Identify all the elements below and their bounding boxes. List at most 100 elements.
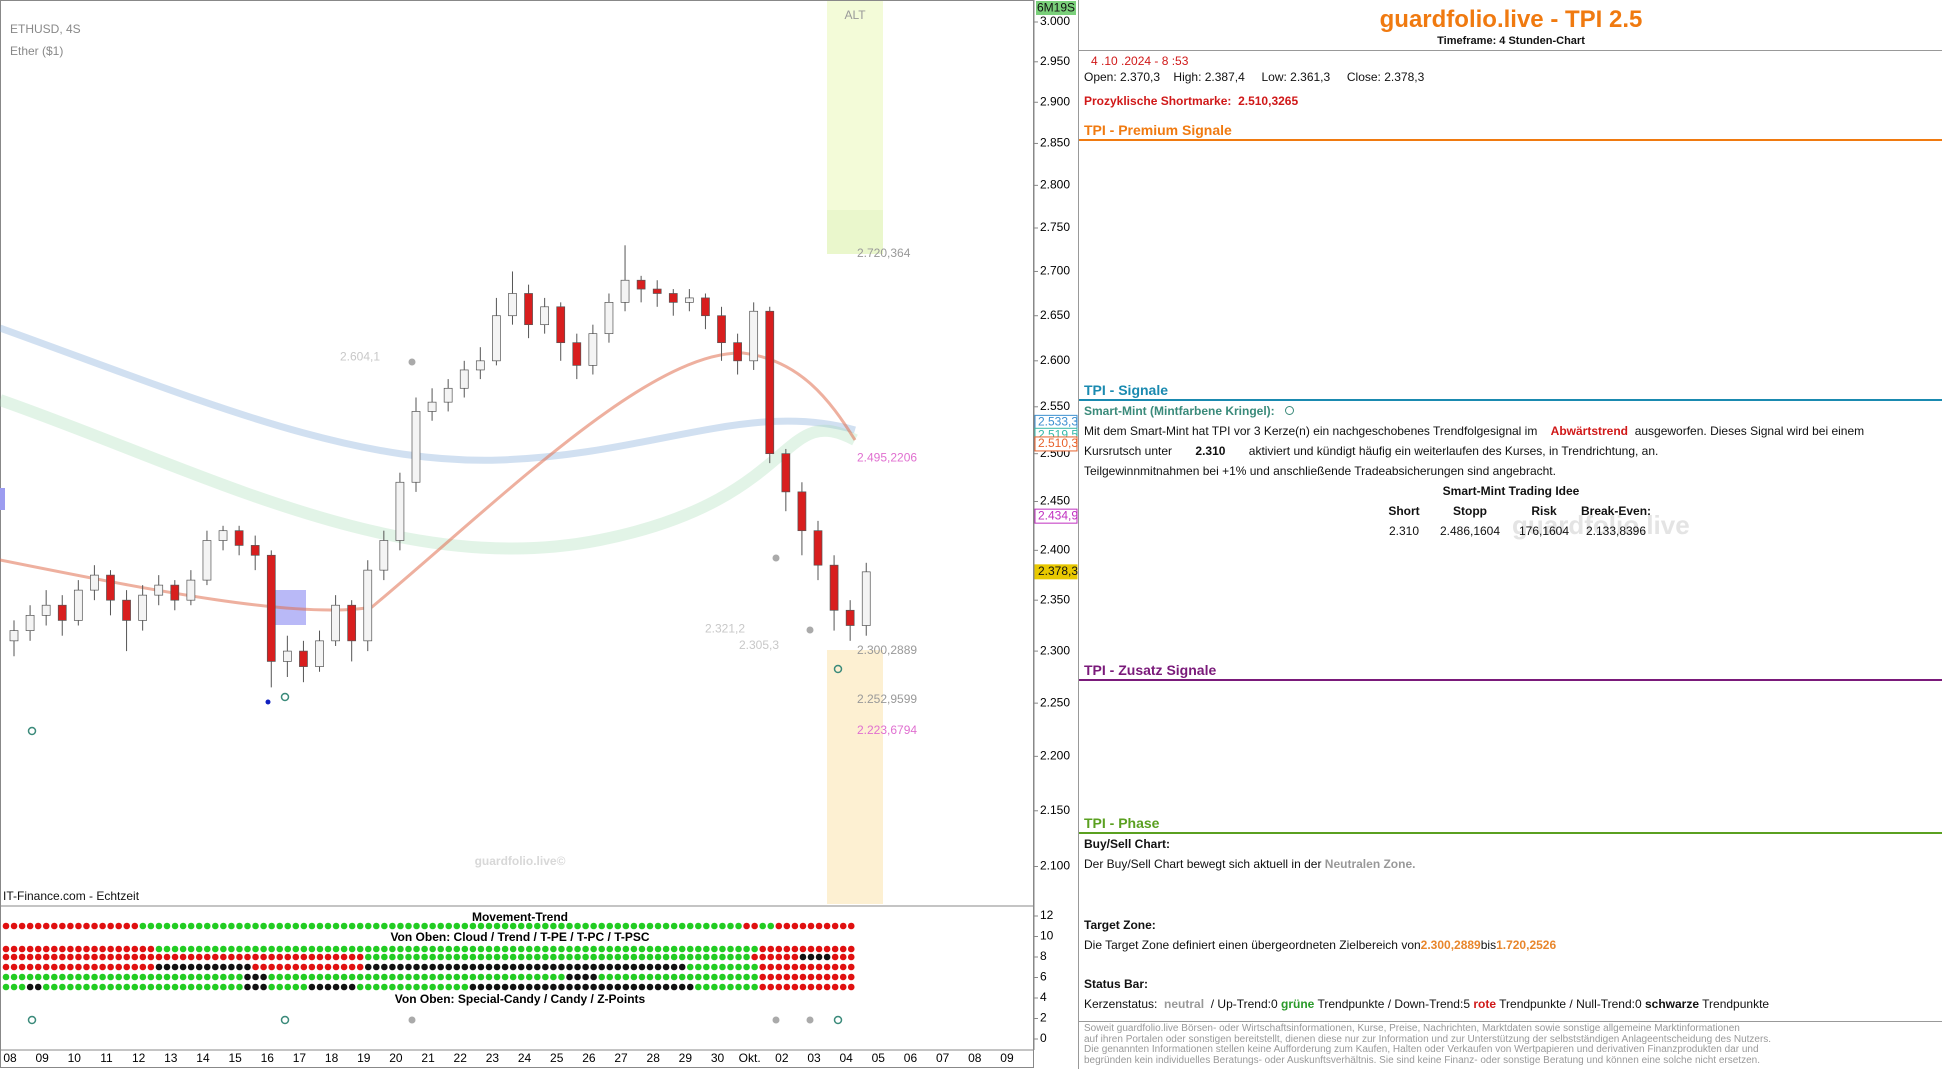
trend-dot [26,983,34,991]
trend-dot [147,945,155,953]
trend-dot [228,983,235,991]
text: Trendpunkte / Null-Trend:0 [1499,997,1642,1011]
text: Die Target Zone definiert einen übergeor… [1084,938,1421,952]
symbol-name: Ether ($1) [10,44,63,58]
trend-dot [179,983,187,991]
y-tick-label: 2.150 [1040,803,1070,817]
trend-dot [469,945,477,953]
x-tick-label: Okt. [739,1051,761,1065]
level-label: 2.252,9599 [857,692,917,706]
trend-dot [42,953,50,961]
trend-dot [775,973,783,981]
trend-dot [630,983,638,991]
y-tick-label: 2.750 [1040,220,1070,234]
trend-dot [606,953,614,961]
trend-dot [582,963,589,971]
trend-dot [252,963,259,971]
trend-dot [686,953,694,961]
candle-body [685,297,694,303]
trend-dot [743,945,750,953]
trend-dot [212,963,219,971]
trend-dot [759,963,766,971]
trend-dot [839,963,847,971]
trend-dot [638,953,646,961]
y-tick-label: 2.250 [1040,695,1070,709]
trend-dot [695,983,702,991]
trend-dot [405,945,412,953]
candle-body [668,293,678,303]
candle-body [170,584,180,601]
trend-dot [284,953,292,961]
trend-dot [75,945,82,953]
trend-dot [171,945,179,953]
trend-dot [501,953,509,961]
trend-dot [622,983,630,991]
candle-body [781,453,791,493]
trend-dot [646,973,654,981]
price-badge [1034,508,1078,524]
trend-dot [268,953,275,961]
trend-dot [847,953,855,961]
status-text: Kerzenstatus: neutral / Up-Trend:0 grüne… [1084,997,1769,1011]
trend-dot [719,963,726,971]
trend-dot [815,945,823,953]
trend-dot [397,945,404,953]
trend-dot [831,953,839,961]
trend-dot [179,945,187,953]
trend-dot [815,922,823,930]
trend-dot [131,973,139,981]
trend-dot [413,953,420,961]
trend-dot [83,953,90,961]
trend-dot [26,922,34,930]
candle-body [218,530,228,541]
trend-dot [195,922,203,930]
candle-body [524,293,533,326]
trend-dot [42,963,50,971]
trend-dot [807,963,815,971]
trend-dot [228,945,235,953]
trend-dot [719,945,726,953]
trend-dot [332,922,340,930]
trend-dot [509,945,517,953]
trend-dot [171,953,179,961]
trend-dot [405,953,412,961]
trend-dot [574,945,581,953]
candle-body [733,342,742,362]
table-header: Short [1388,504,1420,518]
trend-dot [654,945,662,953]
trend-dot [244,973,251,981]
trend-dot [799,963,807,971]
trend-dot [421,983,428,991]
y-tick-label: 2.950 [1040,54,1070,68]
trend-dot [437,973,445,981]
trend-dot [686,973,694,981]
trend-dot [517,945,525,953]
trend-dot [107,973,114,981]
trend-dot [18,922,26,930]
z-point [806,1016,814,1024]
trend-dot [236,922,243,930]
trend-dot [638,963,646,971]
trend-dot [292,973,300,981]
candle-body [395,481,405,541]
trend-dot [735,963,742,971]
trend-dot [646,983,654,991]
source: IT-Finance.com - Echtzeit [3,889,140,903]
candle-body [813,530,823,566]
trend-dot [477,953,485,961]
trend-dot [703,973,710,981]
trend-dot [550,945,557,953]
trend-dot [791,983,799,991]
trend-dot [397,963,404,971]
trend-dot [501,983,509,991]
trend-dot [163,945,171,953]
shortmark-label: Prozyklische Shortmarke: [1084,94,1232,108]
candle-body [25,614,35,631]
trend-dot [75,973,82,981]
trend-dot [83,922,90,930]
trend-dot [703,983,710,991]
trend-dot [18,963,26,971]
y-tick-label: 2.550 [1040,399,1070,413]
trend-dot [10,953,18,961]
